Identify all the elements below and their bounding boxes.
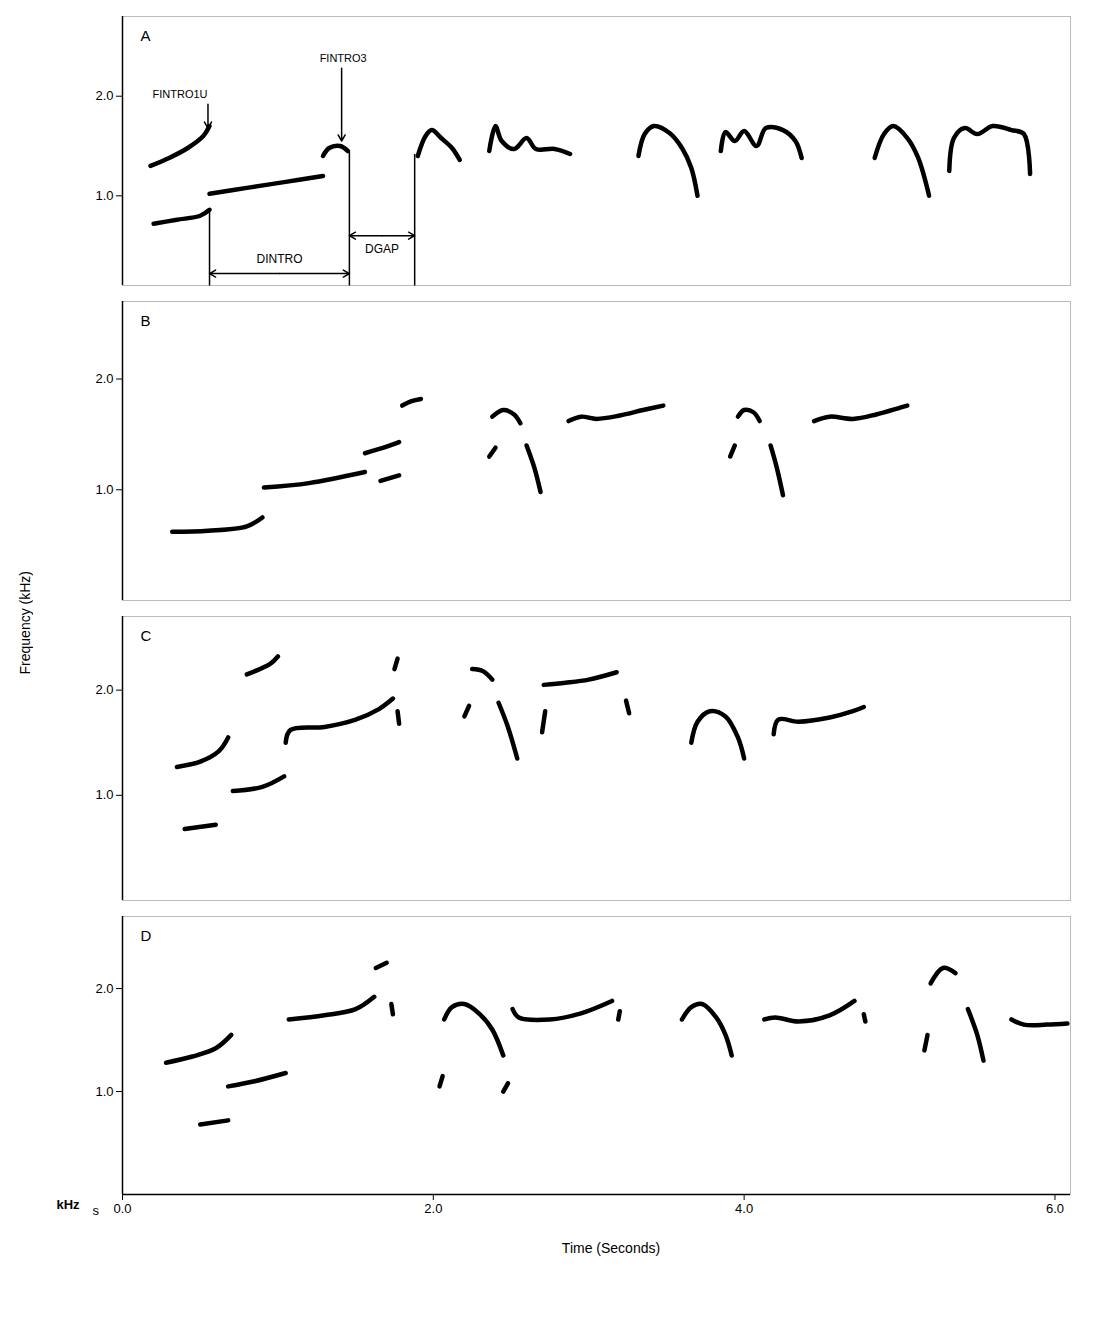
- html-text:Time (Seconds): Time (Seconds): [561, 1240, 661, 1256]
- svg-text:2.0: 2.0: [424, 1201, 442, 1216]
- svg-text:A: A: [141, 27, 151, 44]
- svg-text:0.0: 0.0: [113, 1201, 131, 1216]
- svg-text:C: C: [141, 627, 152, 644]
- svg-text:6.0: 6.0: [1046, 1201, 1064, 1216]
- svg-text:DGAP: DGAP: [365, 242, 399, 256]
- svg-text:4.0: 4.0: [735, 1201, 753, 1216]
- svg-text:2.0: 2.0: [95, 371, 113, 386]
- svg-text:B: B: [141, 312, 151, 329]
- svg-text:FINTRO1U: FINTRO1U: [153, 88, 208, 100]
- svg-text:2.0: 2.0: [95, 981, 113, 996]
- svg-text:1.0: 1.0: [95, 1084, 113, 1099]
- svg-text:2.0: 2.0: [95, 88, 113, 103]
- svg-text:D: D: [141, 927, 152, 944]
- svg-text:1.0: 1.0: [95, 482, 113, 497]
- svg-text:1.0: 1.0: [95, 188, 113, 203]
- svg-text:s: s: [93, 1203, 100, 1218]
- svg-text:DINTRO: DINTRO: [256, 252, 302, 266]
- html-text:Frequency (kHz): Frequency (kHz): [17, 571, 33, 675]
- svg-text:2.0: 2.0: [95, 682, 113, 697]
- svg-text:kHz: kHz: [57, 1197, 81, 1212]
- svg-text:1.0: 1.0: [95, 787, 113, 802]
- svg-text:FINTRO3: FINTRO3: [320, 52, 367, 64]
